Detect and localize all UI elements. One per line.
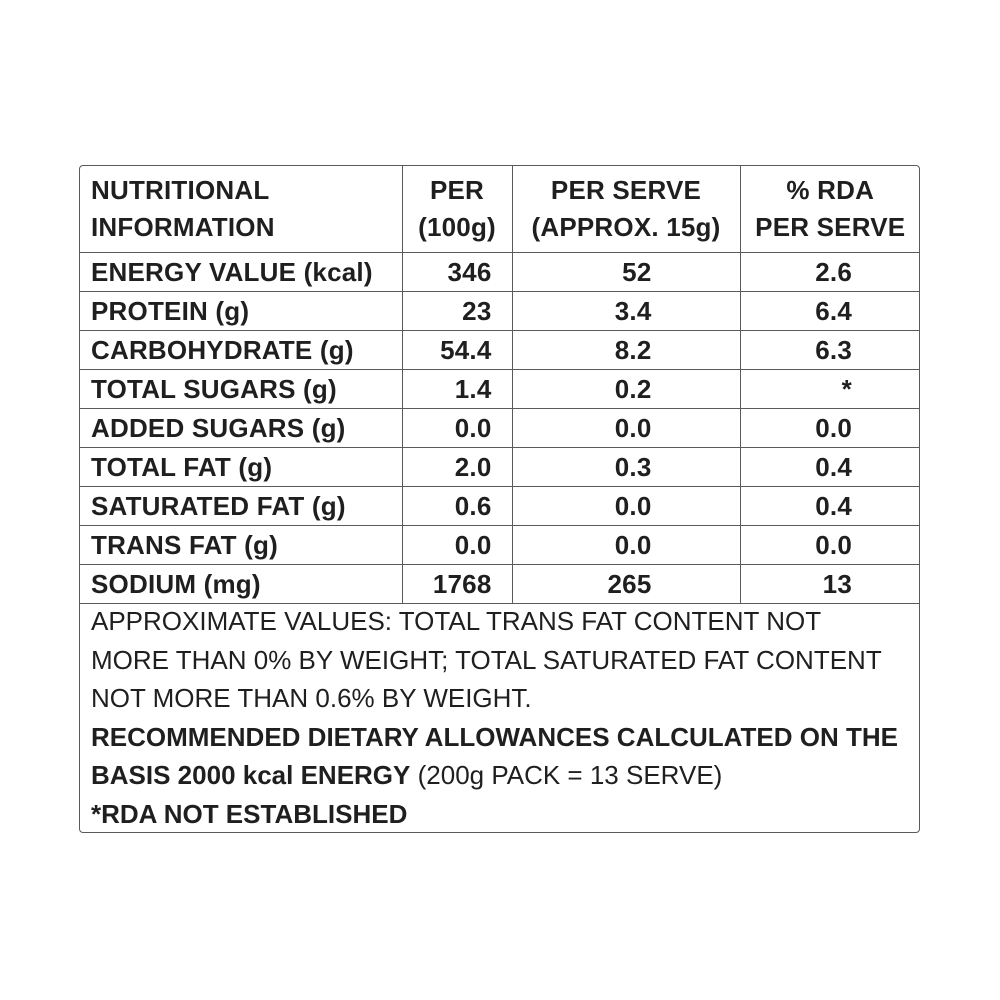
value-rda: 0.4 <box>739 447 919 487</box>
value-per-serve: 52 <box>511 252 741 292</box>
value-per-100g: 346 <box>401 252 513 292</box>
nutrition-label: NUTRITIONAL INFORMATION PER (100g) PER S… <box>79 165 920 833</box>
notes-section: APPROXIMATE VALUES: TOTAL TRANS FAT CONT… <box>91 602 913 832</box>
value-per-serve: 0.0 <box>511 408 741 448</box>
value-per-serve: 0.2 <box>511 369 741 409</box>
rda-not-established-note: *RDA NOT ESTABLISHED <box>91 798 408 829</box>
header-per-serve-line1: PER SERVE <box>550 175 702 205</box>
table-row: ADDED SUGARS (g) 0.0 0.0 0.0 <box>80 408 919 448</box>
value-rda: * <box>739 369 919 409</box>
value-per-serve: 0.0 <box>511 486 741 526</box>
value-per-100g: 0.6 <box>401 486 513 526</box>
table-row: TOTAL FAT (g) 2.0 0.3 0.4 <box>80 447 919 487</box>
value-rda: 0.4 <box>739 486 919 526</box>
nutrient-name: CARBOHYDRATE (g) <box>80 330 403 370</box>
value-rda: 6.3 <box>739 330 919 370</box>
value-per-serve: 3.4 <box>511 291 741 331</box>
value-per-100g: 2.0 <box>401 447 513 487</box>
table-row: TOTAL SUGARS (g) 1.4 0.2 * <box>80 369 919 409</box>
nutrient-name: ADDED SUGARS (g) <box>80 408 403 448</box>
nutrient-name: ENERGY VALUE (kcal) <box>80 252 403 292</box>
table-row: TRANS FAT (g) 0.0 0.0 0.0 <box>80 525 919 565</box>
value-rda: 0.0 <box>739 525 919 565</box>
value-per-100g: 54.4 <box>401 330 513 370</box>
header-row: NUTRITIONAL INFORMATION PER (100g) PER S… <box>80 166 919 253</box>
nutrient-name: SODIUM (mg) <box>80 564 403 604</box>
value-per-serve: 265 <box>511 564 741 604</box>
nutrient-name: TOTAL FAT (g) <box>80 447 403 487</box>
value-per-serve: 0.0 <box>511 525 741 565</box>
nutrient-name: SATURATED FAT (g) <box>80 486 403 526</box>
header-per-100g-line2: (100g) <box>418 212 496 242</box>
approx-note-line: APPROXIMATE VALUES: TOTAL TRANS FAT CONT… <box>91 606 822 636</box>
header-per-100g: PER (100g) <box>401 166 513 253</box>
table-row: CARBOHYDRATE (g) 54.4 8.2 6.3 <box>80 330 919 370</box>
header-rda: % RDA PER SERVE <box>739 166 919 253</box>
approx-note-line: MORE THAN 0% BY WEIGHT; TOTAL SATURATED … <box>91 644 882 675</box>
value-per-100g: 23 <box>401 291 513 331</box>
nutrient-name: TOTAL SUGARS (g) <box>80 369 403 409</box>
value-rda: 13 <box>739 564 919 604</box>
table-row: ENERGY VALUE (kcal) 346 52 2.6 <box>80 252 919 292</box>
value-per-serve: 0.3 <box>511 447 741 487</box>
rda-note-line: RECOMMENDED DIETARY ALLOWANCES CALCULATE… <box>91 721 898 752</box>
header-nutrient-line2: INFORMATION <box>91 212 275 242</box>
header-nutrient-line1: NUTRITIONAL <box>91 175 270 205</box>
rda-basis-bold: BASIS 2000 kcal ENERGY <box>91 760 411 790</box>
table-row: SODIUM (mg) 1768 265 13 <box>80 564 919 604</box>
header-rda-line2: PER SERVE <box>755 212 906 242</box>
header-per-serve: PER SERVE (APPROX. 15g) <box>511 166 741 253</box>
value-rda: 2.6 <box>739 252 919 292</box>
value-per-100g: 1768 <box>401 564 513 604</box>
table-row: SATURATED FAT (g) 0.6 0.0 0.4 <box>80 486 919 526</box>
value-per-100g: 1.4 <box>401 369 513 409</box>
approx-note-line: NOT MORE THAN 0.6% BY WEIGHT. <box>91 683 532 713</box>
value-rda: 0.0 <box>739 408 919 448</box>
value-per-100g: 0.0 <box>401 408 513 448</box>
rda-basis-line: BASIS 2000 kcal ENERGY (200g PACK = 13 S… <box>91 756 913 795</box>
value-per-serve: 8.2 <box>511 330 741 370</box>
nutrient-name: PROTEIN (g) <box>80 291 403 331</box>
nutrition-table: NUTRITIONAL INFORMATION PER (100g) PER S… <box>80 166 919 604</box>
header-nutrient: NUTRITIONAL INFORMATION <box>80 166 403 253</box>
header-per-serve-line2: (APPROX. 15g) <box>531 212 721 242</box>
value-rda: 6.4 <box>739 291 919 331</box>
rda-basis-pack: (200g PACK = 13 SERVE) <box>410 760 723 790</box>
header-per-100g-line1: PER <box>429 175 485 205</box>
table-row: PROTEIN (g) 23 3.4 6.4 <box>80 291 919 331</box>
value-per-100g: 0.0 <box>401 525 513 565</box>
nutrient-name: TRANS FAT (g) <box>80 525 403 565</box>
header-rda-line1: % RDA <box>786 175 875 205</box>
